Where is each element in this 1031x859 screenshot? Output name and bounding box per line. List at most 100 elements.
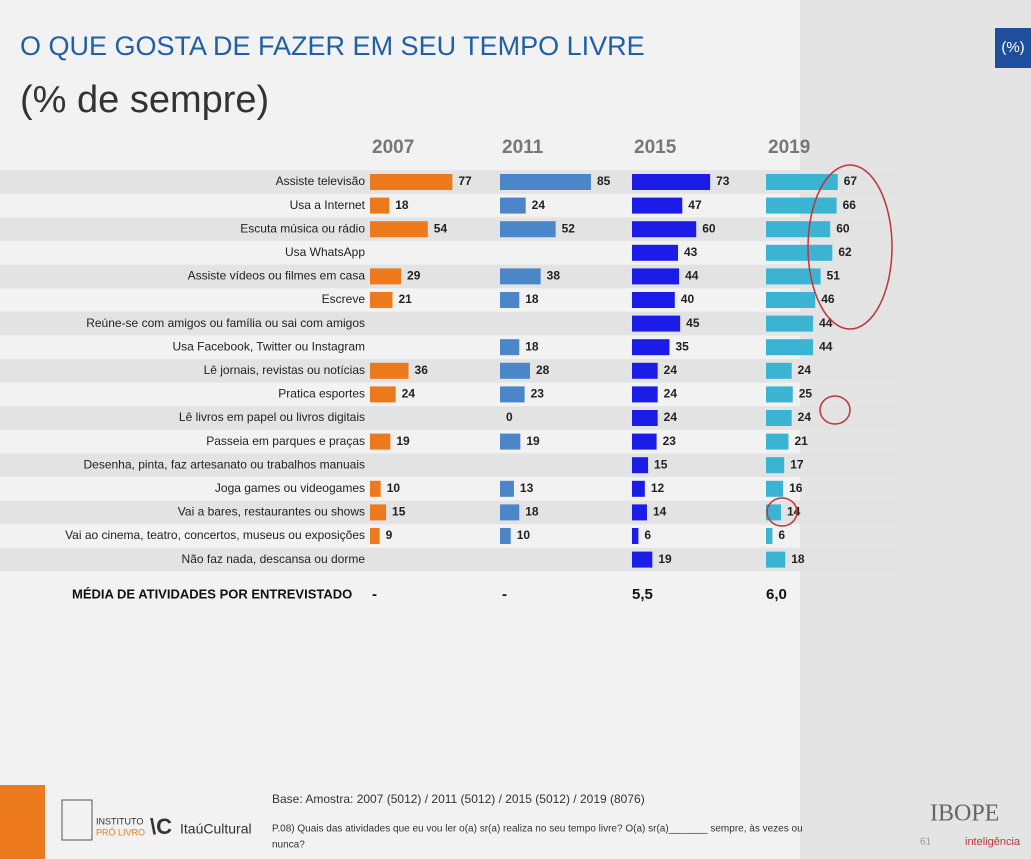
value-label: 44 (685, 269, 699, 283)
bar (370, 362, 409, 379)
bar (632, 433, 657, 450)
value-label: 15 (654, 457, 668, 471)
value-label: 13 (520, 481, 534, 495)
series-header: 2015 (634, 137, 677, 158)
row-band (0, 453, 900, 477)
value-label: 21 (794, 434, 808, 448)
value-label: 23 (531, 387, 545, 401)
bar (766, 433, 789, 450)
bar (632, 339, 670, 356)
value-label: 28 (536, 363, 550, 377)
summary-value: 6,0 (766, 586, 787, 603)
bar (370, 292, 393, 308)
bar (766, 528, 773, 544)
value-label: 47 (688, 198, 702, 212)
bar (632, 221, 697, 238)
summary-value: 5,5 (632, 586, 653, 603)
value-label: 44 (819, 339, 833, 353)
bar (632, 362, 658, 379)
category-label: Escuta música ou rádio (240, 221, 365, 235)
bar (766, 221, 831, 238)
bar (632, 528, 639, 544)
category-label: Assiste vídeos ou filmes em casa (188, 269, 366, 283)
series-header: 2019 (768, 137, 810, 158)
value-label: 24 (664, 410, 678, 424)
logo-itau: ItaúCultural (180, 821, 252, 837)
summary-value: - (372, 586, 377, 603)
value-label: 18 (791, 552, 805, 566)
logo-ibope: IBOPE (930, 801, 999, 827)
value-label: 24 (798, 410, 812, 424)
row-band (0, 217, 900, 241)
value-label: 24 (798, 363, 812, 377)
bar (370, 386, 396, 403)
logo-institute: PRÓ LIVRO (96, 827, 145, 837)
highlight-ellipse (766, 497, 798, 527)
value-label: 52 (562, 221, 576, 235)
bar (766, 457, 785, 474)
bar (500, 268, 541, 285)
value-label: 24 (664, 363, 678, 377)
value-label: 43 (684, 245, 698, 259)
plot: Assiste televisão Usa a Internet Escuta mú… (0, 137, 900, 603)
chart-title: O QUE GOSTA DE FAZER EM SEU TEMPO LIVRE (20, 31, 645, 61)
bar (370, 480, 381, 497)
value-label: 46 (821, 292, 835, 306)
value-label: 35 (675, 339, 689, 353)
value-label: 44 (819, 316, 833, 330)
category-label: Não faz nada, descansa ou dorme (182, 552, 366, 566)
value-label: 18 (395, 198, 409, 212)
value-label: 6 (778, 528, 785, 542)
category-label: Pratica esportes (278, 387, 365, 401)
bar (766, 197, 837, 214)
value-label: 24 (532, 198, 546, 212)
value-label: 18 (525, 505, 539, 519)
value-label: 40 (681, 292, 695, 306)
bar (766, 339, 814, 356)
value-label: 51 (827, 269, 841, 283)
bar (632, 268, 680, 285)
row-band (0, 547, 900, 572)
category-label: Desenha, pinta, faz artesanato ou trabal… (83, 457, 365, 471)
value-label: 54 (434, 221, 448, 235)
bar (500, 386, 525, 403)
value-label: 14 (653, 505, 667, 519)
value-label: 19 (658, 552, 672, 566)
bar (632, 197, 683, 214)
value-label: 73 (716, 174, 730, 188)
value-label: 19 (526, 434, 540, 448)
value-label: 60 (702, 221, 716, 235)
highlight-ellipse (807, 164, 893, 330)
category-label: Usa a Internet (290, 198, 366, 212)
summary-value: - (502, 586, 507, 603)
category-label: Escreve (322, 292, 366, 306)
bar (500, 174, 591, 190)
bar (370, 174, 453, 190)
value-label: 45 (686, 316, 700, 330)
value-label: 17 (790, 457, 804, 471)
bar (500, 528, 511, 544)
value-label: 19 (396, 434, 410, 448)
bar (500, 480, 514, 497)
logo-institute: INSTITUTO (96, 816, 143, 826)
category-label: Passeia em parques e praças (206, 434, 365, 448)
bar (632, 410, 658, 426)
category-label: Lê jornais, revistas ou notícias (204, 363, 365, 377)
row-band (0, 359, 900, 383)
bar (766, 480, 784, 497)
bar (766, 362, 792, 379)
bar (500, 221, 556, 238)
value-label: 23 (663, 434, 677, 448)
base-note: Base: Amostra: 2007 (5012) / 2011 (5012)… (272, 792, 645, 806)
bar (370, 197, 390, 214)
logo-icon (61, 799, 93, 841)
value-label: 67 (844, 174, 858, 188)
category-label: Usa Facebook, Twitter ou Instagram (172, 339, 365, 353)
unit-badge: (%) (1001, 39, 1024, 56)
highlight-ellipse (819, 395, 851, 425)
logo-itau-mark: \C (150, 814, 172, 839)
bar (766, 551, 786, 568)
value-label: 0 (506, 410, 513, 424)
row-band (0, 264, 900, 289)
